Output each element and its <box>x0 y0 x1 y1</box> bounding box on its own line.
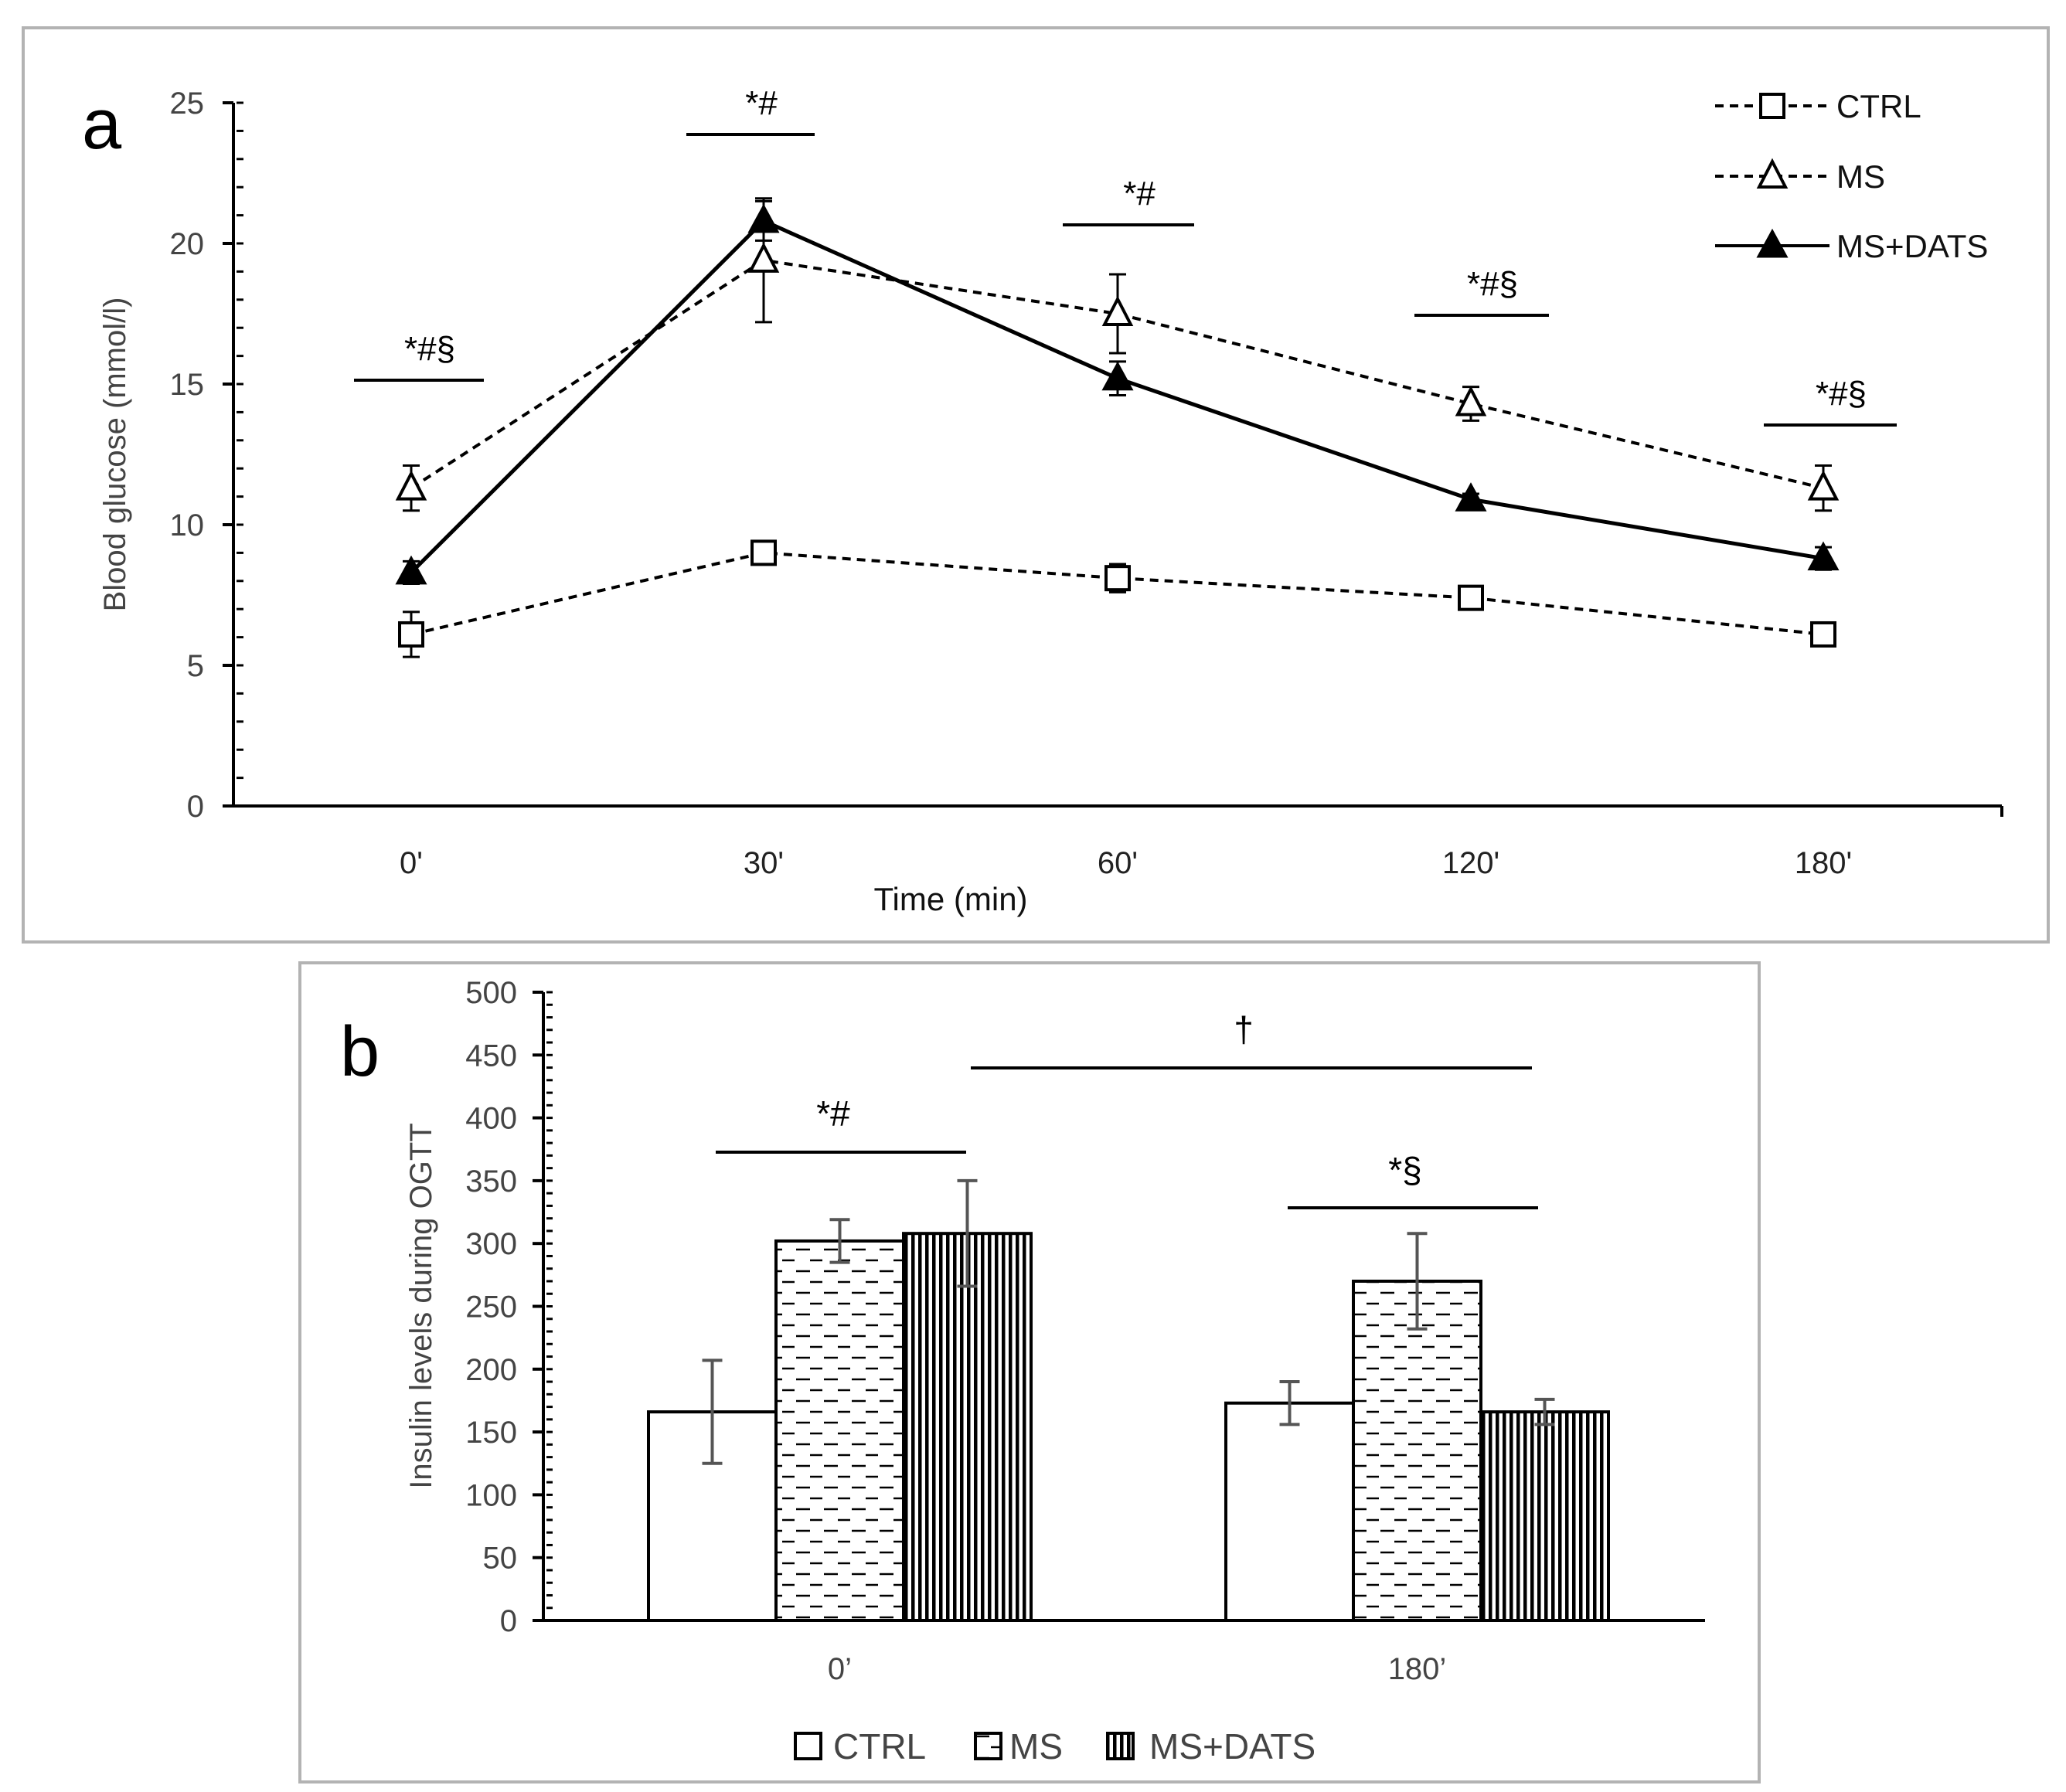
x-tick-label: 180’ <box>1388 1652 1447 1686</box>
series-ms <box>395 197 1840 512</box>
y-tick-label: 50 <box>483 1542 518 1576</box>
data-point-ms-dats <box>1101 361 1134 391</box>
y-tick-label: 500 <box>465 976 517 1010</box>
significance-label: *#§ <box>1816 375 1867 413</box>
legend-swatch <box>1106 1732 1135 1760</box>
significance-label: *# <box>745 84 778 122</box>
data-point-ctrl <box>750 539 777 566</box>
x-tick-label: 120' <box>1442 846 1499 880</box>
panel-a: a 0 5 10 15 20 25 0' 30' 60' 120' 180' Time (min) Bl… <box>22 26 2050 944</box>
bar-ms-dats <box>1479 1410 1610 1622</box>
y-tick-label: 250 <box>465 1290 517 1324</box>
data-point-ms-dats <box>747 203 780 233</box>
legend: CTRL MS MS+DATS <box>1715 88 1988 264</box>
panel-b-frame <box>298 961 1761 1783</box>
data-point-ms-dats <box>395 555 427 585</box>
panel-b: b 0 50 100 150 200 250 300 350 400 450 500 Insulin … <box>298 961 1761 1783</box>
x-tick-label: 180' <box>1795 846 1852 880</box>
y-tick-label: 150 <box>465 1416 517 1450</box>
legend-marker <box>1756 228 1789 258</box>
y-tick-label: 15 <box>170 368 205 402</box>
chart-b: 0 50 100 150 200 250 300 350 400 450 500 Insulin le… <box>404 976 1705 1766</box>
data-point-ms <box>747 242 780 273</box>
legend-label-ms: MS <box>1836 158 1885 195</box>
data-point-ms <box>1807 470 1840 501</box>
data-point-ms-dats <box>1807 541 1840 571</box>
y-axis-title: Blood glucose (mmol/l) <box>98 298 132 612</box>
data-point-ms <box>1101 295 1134 326</box>
y-axis-title: Insulin levels during OGTT <box>404 1123 438 1489</box>
panel-a-frame <box>22 26 2050 944</box>
bar-ctrl <box>1224 1401 1355 1623</box>
legend-swatch <box>794 1732 822 1760</box>
y-tick-label: 20 <box>170 227 205 261</box>
chart-a: 0 5 10 15 20 25 0' 30' 60' 120' 180' Time (min) Bloo… <box>98 84 2003 917</box>
y-tick-label: 25 <box>170 87 205 121</box>
y-tick-label: 5 <box>187 649 204 683</box>
legend-swatch <box>974 1732 1002 1760</box>
legend-label-ms: MS <box>1009 1726 1063 1766</box>
series-ms-dats <box>395 199 1840 585</box>
y-tick-label: 10 <box>170 508 205 542</box>
x-tick-label: 30' <box>744 846 784 880</box>
data-point-ms <box>395 470 427 501</box>
panel-b-label: b <box>340 1012 380 1091</box>
legend-label-ctrl: CTRL <box>833 1726 926 1766</box>
y-tick-label: 400 <box>465 1102 517 1136</box>
y-tick-label: 450 <box>465 1039 517 1073</box>
legend-marker <box>1759 93 1785 119</box>
significance-label: *§ <box>1388 1150 1421 1190</box>
bar-ms <box>774 1239 905 1622</box>
y-tick-label: 350 <box>465 1165 517 1199</box>
significance-label: *# <box>816 1093 850 1134</box>
data-point-ms <box>1455 386 1487 417</box>
data-point-ctrl <box>1458 584 1484 611</box>
significance-label: † <box>1234 1009 1254 1049</box>
y-tick-label: 0 <box>500 1604 517 1638</box>
y-tick-label: 300 <box>465 1227 517 1261</box>
x-tick-label: 0' <box>400 846 423 880</box>
x-tick-label: 0’ <box>828 1652 852 1686</box>
data-point-ms-dats <box>1455 482 1487 512</box>
legend-marker <box>1756 158 1789 189</box>
y-tick-label: 0 <box>187 790 204 824</box>
series-ctrl <box>398 539 1836 658</box>
legend-label-ctrl: CTRL <box>1836 88 1921 124</box>
significance-label: *#§ <box>404 330 455 368</box>
legend-label-ms-dats: MS+DATS <box>1149 1726 1316 1766</box>
legend: CTRL MS MS+DATS <box>794 1726 1316 1766</box>
bar-ms <box>1352 1279 1482 1622</box>
series-line-ctrl <box>410 551 1824 636</box>
data-point-ctrl <box>1104 565 1131 592</box>
data-point-ctrl <box>1810 621 1836 648</box>
y-tick-label: 200 <box>465 1353 517 1387</box>
panel-a-label: a <box>82 85 122 164</box>
y-tick-label: 100 <box>465 1478 517 1512</box>
significance-label: *#§ <box>1467 265 1518 303</box>
legend-label-ms-dats: MS+DATS <box>1836 228 1988 264</box>
x-axis-title: Time (min) <box>873 881 1027 917</box>
bar-ms-dats <box>902 1232 1033 1623</box>
x-tick-label: 60' <box>1098 846 1138 880</box>
data-point-ctrl <box>398 621 424 648</box>
significance-label: *# <box>1123 175 1156 213</box>
